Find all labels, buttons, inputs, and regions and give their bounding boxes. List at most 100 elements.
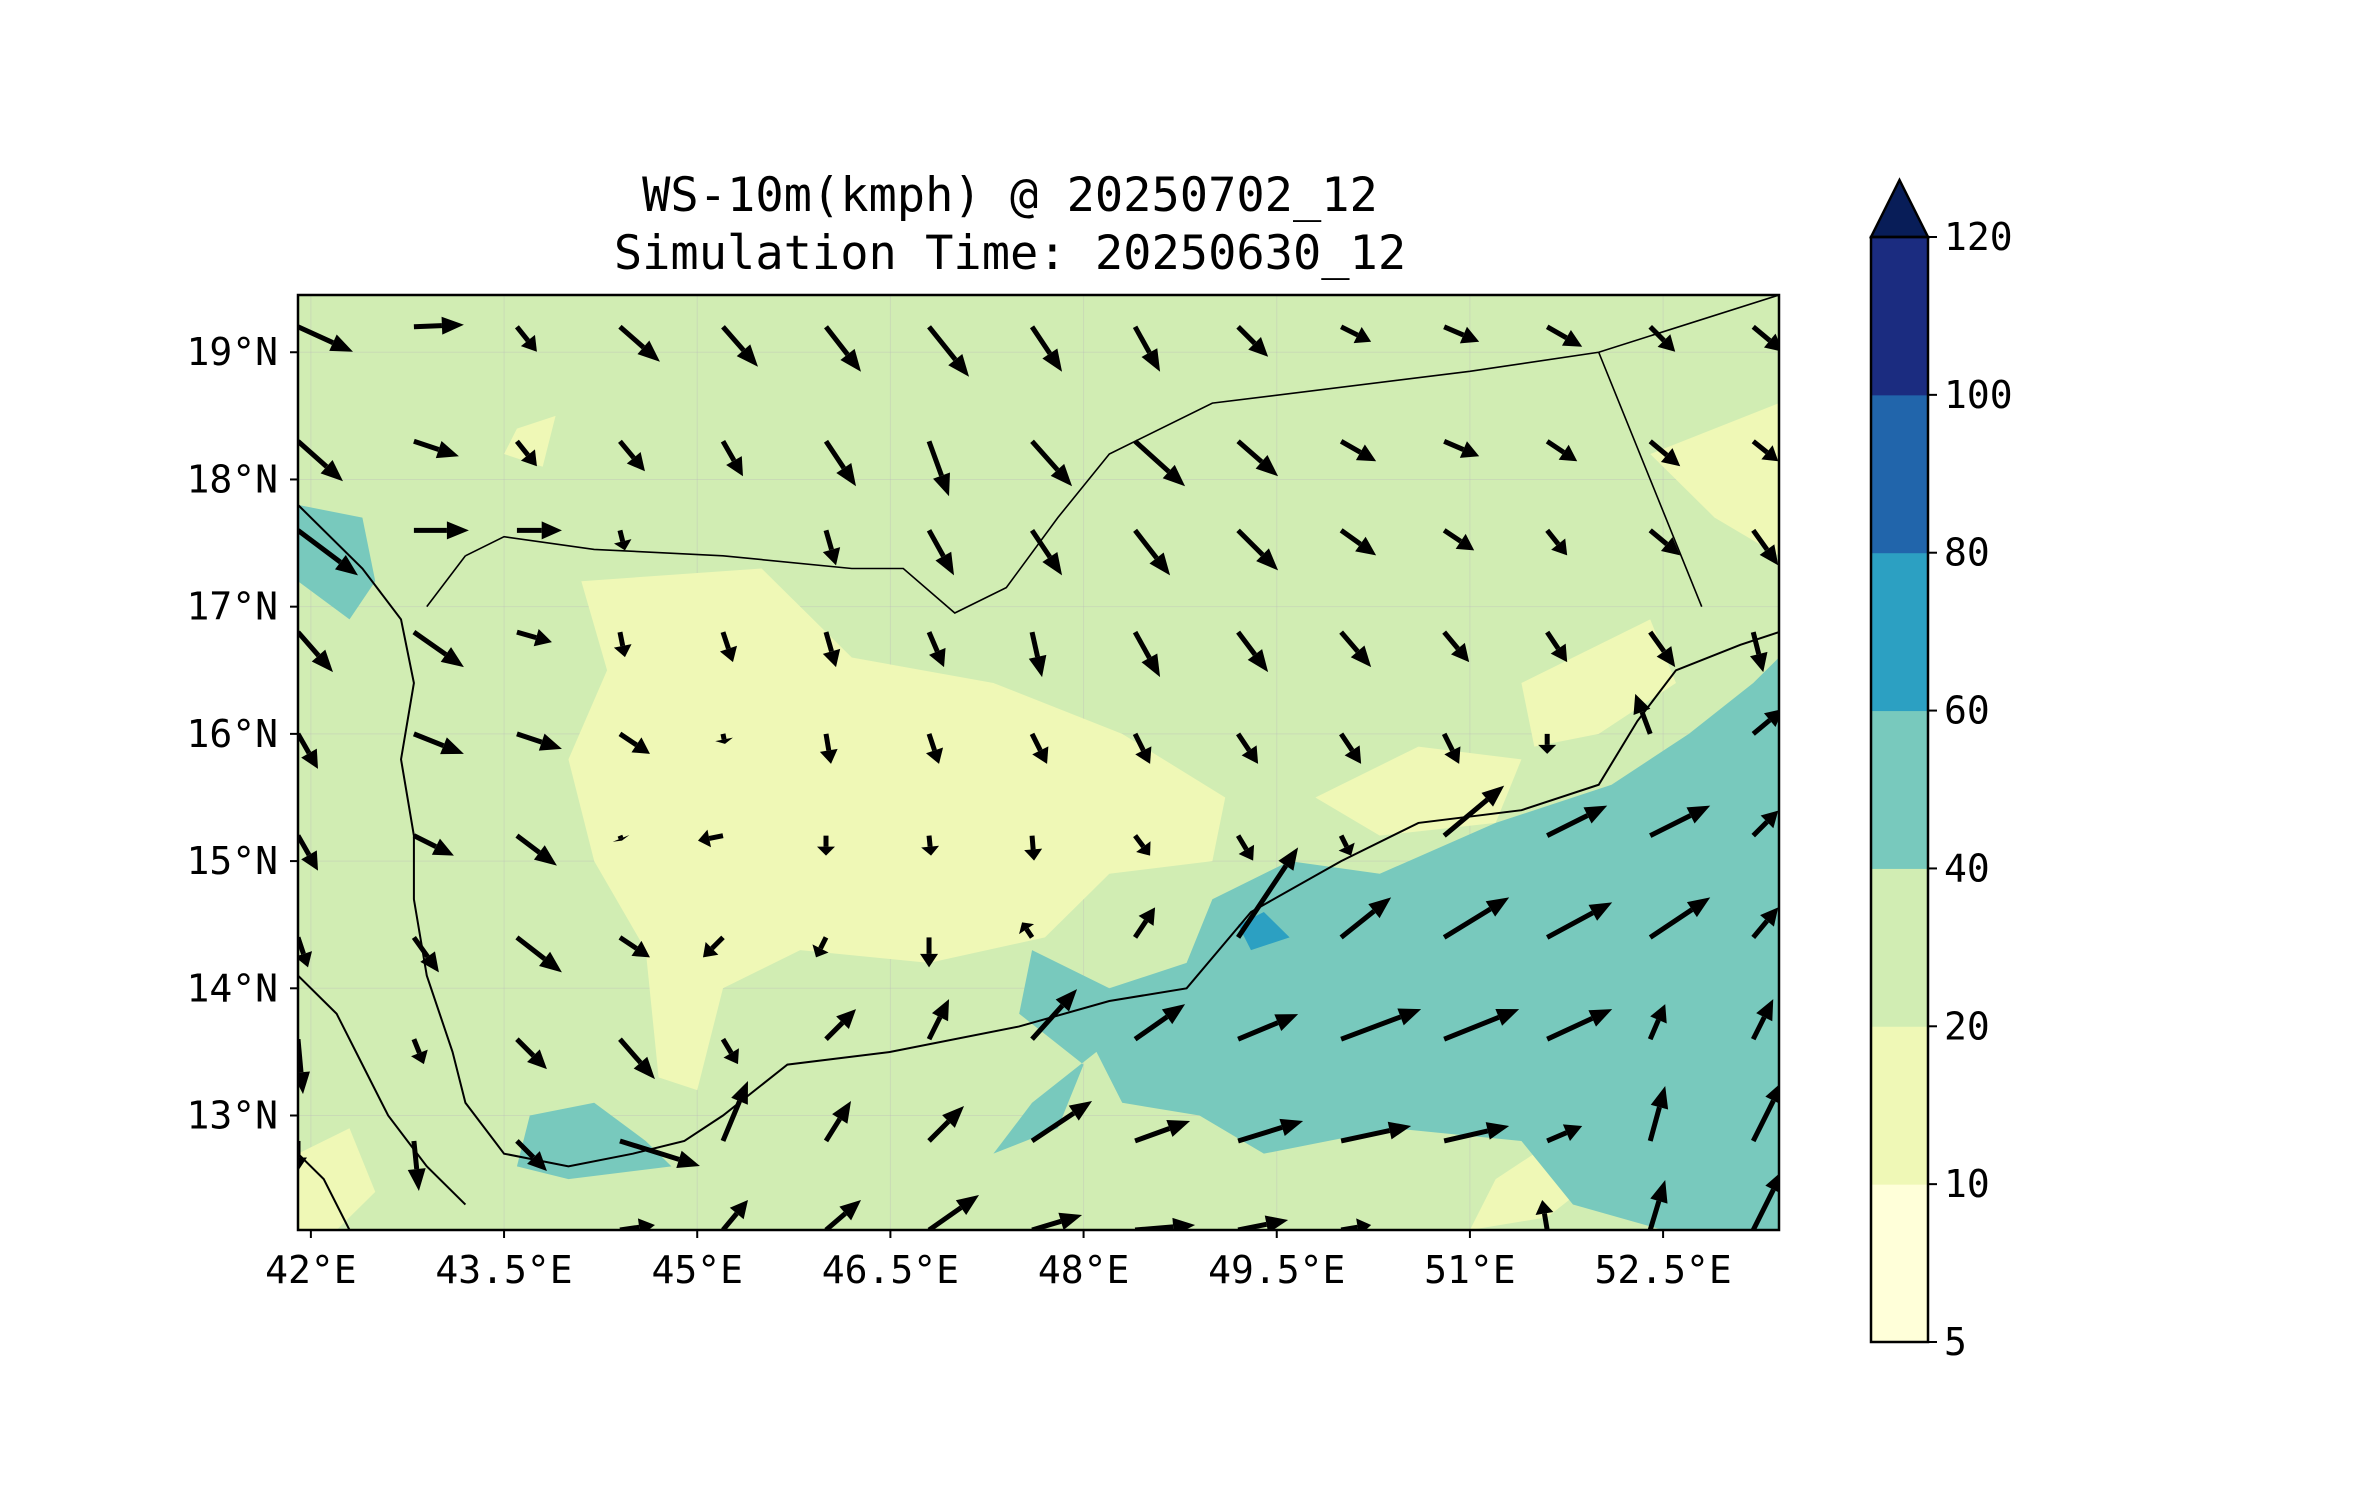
coastlines xyxy=(298,504,1779,1230)
wind-arrow xyxy=(1132,732,1152,764)
wind-arrow xyxy=(926,999,950,1041)
wind-arrow xyxy=(921,835,940,856)
colorbar-label: 80 xyxy=(1944,531,1990,575)
wind-arrow xyxy=(812,936,829,958)
colorbar-segment xyxy=(1871,710,1928,869)
wind-arrow xyxy=(1132,325,1161,372)
wind-arrow xyxy=(1235,834,1255,861)
wind-arrow xyxy=(1236,732,1259,764)
speed-region-40-60 xyxy=(516,1102,672,1180)
border-line xyxy=(465,295,1779,614)
wind-arrow xyxy=(1237,1118,1304,1144)
wind-arrow xyxy=(1339,732,1362,764)
wind-arrow xyxy=(1648,325,1676,352)
wind-arrow xyxy=(925,733,944,764)
wind-arrow xyxy=(1024,835,1043,861)
wind-arrow xyxy=(1751,324,1779,351)
wind-arrow xyxy=(702,935,725,958)
wind-arrow xyxy=(1751,1084,1779,1143)
wind-arrow xyxy=(1339,630,1372,668)
speed-region-10-20 xyxy=(568,568,1226,1091)
colorbar-extend-arrow xyxy=(1868,177,1931,239)
colorbar-segment xyxy=(1871,552,1928,712)
colorbar-label: 20 xyxy=(1944,1004,1990,1048)
colorbar-segment xyxy=(1871,1026,1928,1185)
coastline xyxy=(298,974,467,1206)
wind-arrow xyxy=(1648,528,1681,556)
wind-arrow xyxy=(715,733,733,744)
wind-arrow xyxy=(824,1009,857,1041)
wind-arrow xyxy=(298,1140,307,1171)
wind-arrow xyxy=(1442,897,1510,940)
wind-arrow xyxy=(823,1100,852,1143)
wind-arrow xyxy=(1647,1180,1668,1230)
wind-arrow xyxy=(1340,1008,1422,1042)
border-line xyxy=(1597,351,1703,607)
map-frame xyxy=(296,293,1781,1232)
lon-tick-label: 43.5°E xyxy=(435,1248,572,1292)
wind-arrow xyxy=(720,1080,748,1142)
wind-arrow xyxy=(1236,847,1299,939)
speed-region-10-20 xyxy=(504,415,556,467)
wind-arrow xyxy=(1750,631,1768,673)
lat-tick-label: 14°N xyxy=(186,966,278,1010)
lat-tick-label: 13°N xyxy=(186,1094,278,1138)
wind-arrow xyxy=(298,324,353,352)
lon-tick-label: 45°E xyxy=(651,1248,743,1292)
wind-arrow xyxy=(1751,907,1779,940)
wind-arrow xyxy=(613,529,632,551)
colorbar-segment xyxy=(1871,1184,1928,1343)
colorbar-label: 100 xyxy=(1944,373,2013,417)
wind-arrow xyxy=(1019,922,1035,939)
wind-arrow xyxy=(1029,528,1063,576)
wind-arrow xyxy=(1545,528,1568,556)
wind-arrow xyxy=(1029,732,1049,764)
wind-arrow xyxy=(298,630,333,673)
lon-tick-label: 49.5°E xyxy=(1208,1248,1345,1292)
lat-tick-label: 18°N xyxy=(186,457,278,501)
wind-arrow xyxy=(1546,1124,1583,1144)
wind-arrow xyxy=(515,935,562,973)
speed-region-40-60 xyxy=(993,657,1779,1230)
wind-arrow xyxy=(1535,1200,1554,1230)
colorbar-label: 5 xyxy=(1944,1320,1967,1364)
wind-arrow xyxy=(515,1139,547,1171)
wind-arrow xyxy=(618,324,660,362)
wind-arrow xyxy=(1133,907,1156,939)
colorbar-label: 120 xyxy=(1944,215,2013,259)
lon-tick-label: 52.5°E xyxy=(1594,1248,1731,1292)
wind-arrow xyxy=(515,1037,547,1070)
latitude-ticks: 19°N 18°N 17°N 16°N 15°N 14°N 13°N xyxy=(186,330,298,1138)
wind-arrow xyxy=(822,631,841,668)
wind-arrow xyxy=(1545,630,1568,663)
lat-tick-label: 15°N xyxy=(186,839,278,883)
wind-arrow xyxy=(412,731,464,755)
wind-arrow xyxy=(1648,897,1711,940)
chart-title-line2: Simulation Time: 20250630_12 xyxy=(613,226,1407,281)
wind-arrow xyxy=(1649,805,1711,838)
lat-tick-label: 19°N xyxy=(186,330,278,374)
wind-arrow xyxy=(618,1037,655,1080)
wind-arrow xyxy=(1751,439,1779,462)
wind-arrow xyxy=(720,440,743,477)
wind-arrow xyxy=(1338,834,1355,856)
speed-region-10-20 xyxy=(1521,619,1676,747)
wind-arrow xyxy=(298,834,318,871)
wind-arrow xyxy=(516,628,552,647)
wind-arrow xyxy=(1236,325,1269,357)
wind-arrow xyxy=(1029,325,1063,372)
wind-arrow xyxy=(1751,1173,1779,1230)
wind-arrow xyxy=(1134,1120,1191,1144)
wind-arrow xyxy=(720,1037,739,1065)
speed-region-10-20 xyxy=(1650,403,1779,556)
wind-arrow xyxy=(1546,805,1608,838)
wind-arrow xyxy=(1236,630,1269,673)
wind-arrow xyxy=(1340,324,1372,344)
wind-arrow xyxy=(1442,528,1475,551)
wind-arrow xyxy=(927,325,970,377)
wind-arrow xyxy=(697,829,724,848)
wind-arrow xyxy=(1546,902,1613,940)
wind-arrow xyxy=(1751,709,1779,736)
colorbar-segment xyxy=(1871,868,1928,1027)
wind-speed-regions xyxy=(298,403,1779,1230)
